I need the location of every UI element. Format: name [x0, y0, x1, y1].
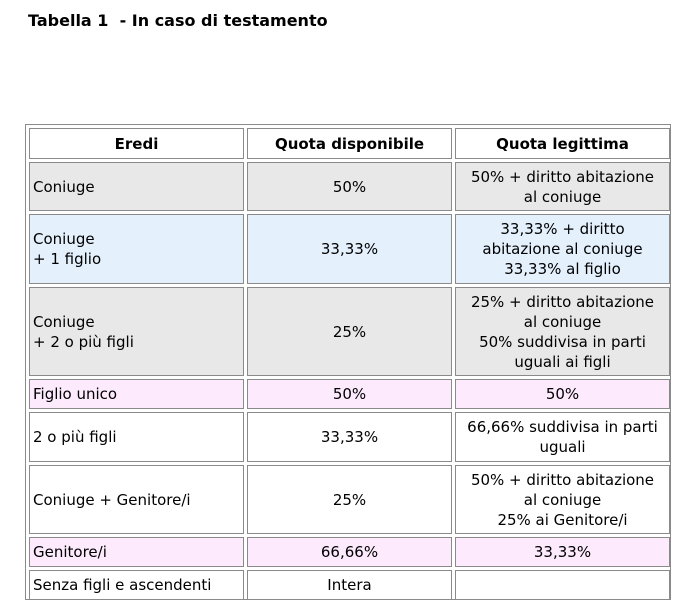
available-quota-cell: 66,66% [247, 537, 452, 567]
heirs-cell: Coniuge + 1 figlio [29, 214, 244, 284]
heirs-line: Figlio unico [33, 385, 118, 403]
legitimate-line: 50% + diritto abitazione [470, 167, 655, 186]
legitimate-line: al coniuge [523, 490, 602, 509]
heirs-cell: Coniuge [29, 162, 244, 211]
heirs-line: 2 o più figli [33, 428, 117, 446]
table-row: Figlio unico 50% 50% [29, 379, 670, 409]
heirs-cell: Senza figli e ascendenti [29, 570, 244, 600]
heirs-line: Senza figli e ascendenti [33, 576, 212, 594]
table-row: Coniuge 50% 50% + diritto abitazione al … [29, 162, 670, 211]
header-legitimate-quota: Quota legittima [455, 128, 670, 159]
heirs-cell: 2 o più figli [29, 412, 244, 462]
available-quota-cell: 25% [247, 287, 452, 376]
legitimate-line: 50% suddivisa in parti [479, 332, 646, 351]
heirs-line: Coniuge + Genitore/i [33, 490, 191, 509]
legitimate-quota-cell: 50% [455, 379, 670, 409]
inheritance-table-grid: Eredi Quota disponibile Quota legittima … [26, 125, 673, 603]
available-quota-cell: 50% [247, 379, 452, 409]
available-quota-cell: 33,33% [247, 214, 452, 284]
table-row: Senza figli e ascendenti Intera [29, 570, 670, 600]
table-row: Coniuge + 2 o più figli 25% 25% + diritt… [29, 287, 670, 376]
legitimate-line: 33,33% + diritto [500, 220, 625, 238]
available-quota-cell: 25% [247, 465, 452, 534]
legitimate-line: 33,33% al figlio [504, 260, 621, 278]
heirs-cell: Coniuge + Genitore/i [29, 465, 244, 534]
heirs-line: Coniuge [33, 177, 95, 196]
legitimate-quota-cell: 66,66% suddivisa in parti uguali [455, 412, 670, 462]
legitimate-line: abitazione al coniuge [482, 240, 643, 258]
legitimate-line: uguali [539, 438, 586, 456]
header-available-quota: Quota disponibile [247, 128, 452, 159]
available-quota-cell: 50% [247, 162, 452, 211]
legitimate-line: 50% [545, 385, 580, 403]
available-quota-cell: Intera [247, 570, 452, 600]
page-title: Tabella 1 - In caso di testamento [28, 11, 328, 30]
heirs-line: + 2 o più figli [33, 332, 134, 351]
table-row: Genitore/i 66,66% 33,33% [29, 537, 670, 567]
heirs-cell: Genitore/i [29, 537, 244, 567]
table-row: 2 o più figli 33,33% 66,66% suddivisa in… [29, 412, 670, 462]
legitimate-line: 33,33% [533, 543, 592, 561]
legitimate-line: uguali ai figli [514, 352, 611, 371]
table-row: Coniuge + 1 figlio 33,33% 33,33% + dirit… [29, 214, 670, 284]
legitimate-line: 66,66% suddivisa in parti [467, 418, 658, 436]
legitimate-quota-cell: 25% + diritto abitazione al coniuge 50% … [455, 287, 670, 376]
table-row: Coniuge + Genitore/i 25% 50% + diritto a… [29, 465, 670, 534]
heirs-line: + 1 figlio [33, 250, 102, 268]
legitimate-line: 25% + diritto abitazione [470, 292, 655, 311]
legitimate-quota-cell: 33,33% + diritto abitazione al coniuge 3… [455, 214, 670, 284]
legitimate-quota-cell [455, 570, 670, 600]
legitimate-line: al coniuge [523, 187, 602, 206]
legitimate-quota-cell: 50% + diritto abitazione al coniuge 25% … [455, 465, 670, 534]
heirs-line: Coniuge [33, 312, 95, 331]
legitimate-line: 50% + diritto abitazione [470, 470, 655, 489]
legitimate-quota-cell: 33,33% [455, 537, 670, 567]
legitimate-line: al coniuge [523, 312, 602, 331]
heirs-cell: Figlio unico [29, 379, 244, 409]
legitimate-quota-cell: 50% + diritto abitazione al coniuge [455, 162, 670, 211]
heirs-line: Coniuge [33, 230, 95, 248]
inheritance-table: Eredi Quota disponibile Quota legittima … [25, 124, 671, 600]
available-quota-cell: 33,33% [247, 412, 452, 462]
heirs-cell: Coniuge + 2 o più figli [29, 287, 244, 376]
heirs-line: Genitore/i [33, 543, 107, 561]
header-row: Eredi Quota disponibile Quota legittima [29, 128, 670, 159]
header-heirs: Eredi [29, 128, 244, 159]
legitimate-line: 25% ai Genitore/i [497, 510, 628, 529]
